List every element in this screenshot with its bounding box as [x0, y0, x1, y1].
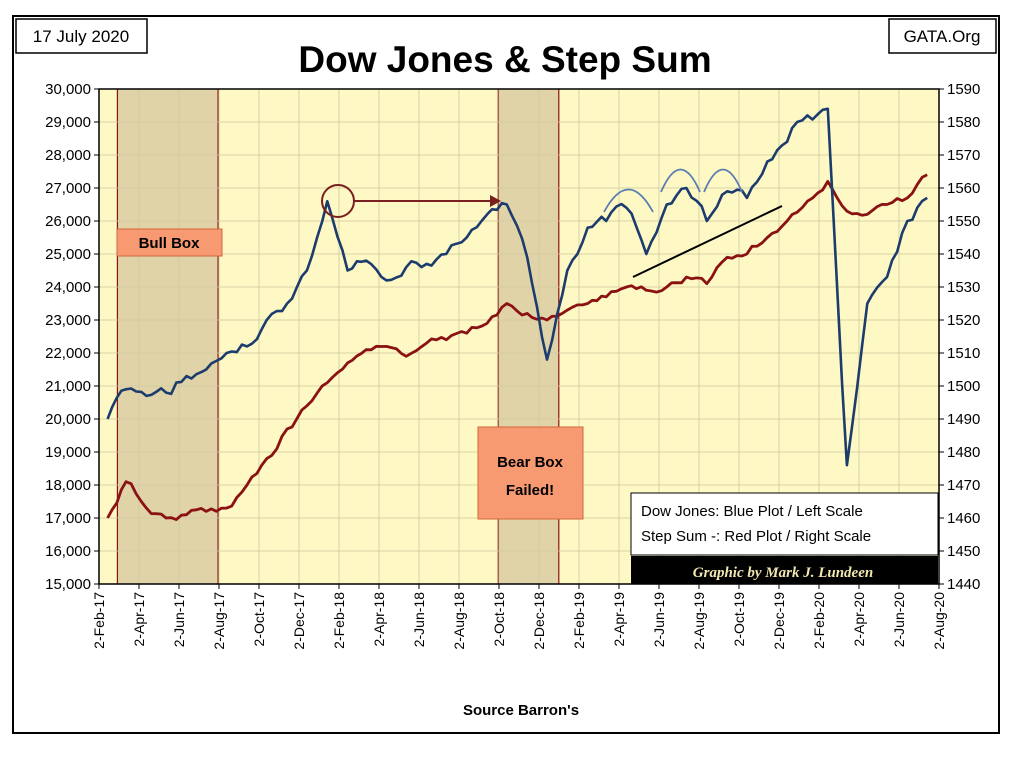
x-tick-label: 2-Oct-19: [731, 592, 747, 647]
x-tick-label: 2-Aug-18: [451, 592, 467, 650]
right-axis: 1440 1450 1460 1470 1480 1490 1500 1510 1520 1530…: [939, 81, 980, 593]
gridlines: [99, 89, 939, 584]
left-tick-label: 26,000: [45, 213, 91, 230]
x-tick-label: 2-Dec-18: [531, 592, 547, 650]
peak-arc-1: [603, 188, 654, 213]
left-tick-label: 27,000: [45, 180, 91, 197]
annotation-overlays: [321, 168, 783, 278]
x-tick-label: 2-Feb-18: [331, 592, 347, 649]
date-label: 17 July 2020: [33, 27, 129, 46]
peak-arc-2: [660, 168, 701, 193]
right-tick-label: 1450: [947, 543, 980, 560]
trend-line: [632, 205, 783, 278]
x-tick-label: 2-Jun-17: [171, 592, 187, 647]
left-tick-label: 16,000: [45, 543, 91, 560]
x-axis: 2-Feb-17 2-Apr-17 2-Jun-17 2-Aug-17 2-Oct-17…: [91, 584, 947, 650]
credit-label: Graphic by Mark J. Lundeen: [693, 565, 873, 581]
x-tick-label: 2-Aug-17: [211, 592, 227, 650]
x-tick-label: 2-Jun-18: [411, 592, 427, 647]
x-axis-label: Source Barron's: [463, 702, 579, 719]
x-tick-label: 2-Feb-19: [571, 592, 587, 649]
legend-box: [630, 492, 939, 556]
left-tick-label: 15,000: [45, 576, 91, 593]
legend-line-1: Dow Jones: Blue Plot / Left Scale: [641, 503, 863, 520]
bear-box-label-box: [477, 426, 584, 520]
left-tick-label: 23,000: [45, 312, 91, 329]
shaded-period-1: [117, 89, 219, 584]
left-tick-label: 22,000: [45, 345, 91, 362]
left-tick-label: 20,000: [45, 411, 91, 428]
left-tick-label: 18,000: [45, 477, 91, 494]
left-tick-label: 25,000: [45, 246, 91, 263]
right-tick-label: 1570: [947, 147, 980, 164]
left-tick-label: 17,000: [45, 510, 91, 527]
left-tick-label: 28,000: [45, 147, 91, 164]
x-tick-label: 2-Apr-17: [131, 592, 147, 647]
bull-box-label: Bull Box: [139, 235, 200, 252]
left-tick-label: 19,000: [45, 444, 91, 461]
x-tick-label: 2-Feb-20: [811, 592, 827, 649]
x-tick-label: 2-Jun-20: [891, 592, 907, 647]
series-layer: [106, 107, 928, 521]
right-tick-label: 1590: [947, 81, 980, 98]
x-tick-label: 2-Dec-17: [291, 592, 307, 650]
left-axis: 15,000 16,000 17,000 18,000 19,000 20,000 21,0…: [45, 81, 99, 593]
right-tick-label: 1540: [947, 246, 980, 263]
left-tick-label: 30,000: [45, 81, 91, 98]
right-tick-label: 1490: [947, 411, 980, 428]
step-sum-line: [106, 173, 928, 521]
right-tick-label: 1480: [947, 444, 980, 461]
right-tick-label: 1530: [947, 279, 980, 296]
x-tick-label: 2-Dec-19: [771, 592, 787, 650]
site-label: GATA.Org: [904, 27, 981, 46]
right-tick-label: 1560: [947, 180, 980, 197]
x-tick-label: 2-Feb-17: [91, 592, 107, 649]
right-tick-label: 1580: [947, 114, 980, 131]
site-box: [888, 18, 997, 54]
right-tick-label: 1440: [947, 576, 980, 593]
left-tick-label: 24,000: [45, 279, 91, 296]
x-tick-label: 2-Oct-17: [251, 592, 267, 647]
x-tick-label: 2-Aug-19: [691, 592, 707, 650]
right-tick-label: 1550: [947, 213, 980, 230]
date-box: [15, 18, 148, 54]
peak-arrow-head: [490, 195, 501, 207]
x-tick-label: 2-Oct-18: [491, 592, 507, 647]
dow-jones-line: [106, 107, 928, 467]
x-tick-label: 2-Apr-20: [851, 592, 867, 647]
x-tick-label: 2-Aug-20: [931, 592, 947, 650]
bull-box-label-box: [116, 228, 223, 257]
x-tick-label: 2-Apr-19: [611, 592, 627, 647]
peak-arc-3: [703, 168, 743, 193]
bear-box-label-line2: Failed!: [506, 482, 554, 499]
right-tick-label: 1520: [947, 312, 980, 329]
left-tick-label: 29,000: [45, 114, 91, 131]
x-tick-label: 2-Jun-19: [651, 592, 667, 647]
chart-title: Dow Jones & Step Sum: [298, 39, 711, 80]
plot-border: [98, 88, 940, 585]
bear-box-label-line1: Bear Box: [497, 454, 564, 471]
right-tick-label: 1470: [947, 477, 980, 494]
left-tick-label: 21,000: [45, 378, 91, 395]
x-tick-label: 2-Apr-18: [371, 592, 387, 647]
legend-line-2: Step Sum -: Red Plot / Right Scale: [641, 528, 871, 545]
right-tick-label: 1510: [947, 345, 980, 362]
right-tick-label: 1460: [947, 510, 980, 527]
right-tick-label: 1500: [947, 378, 980, 395]
credit-bar: [631, 556, 938, 584]
